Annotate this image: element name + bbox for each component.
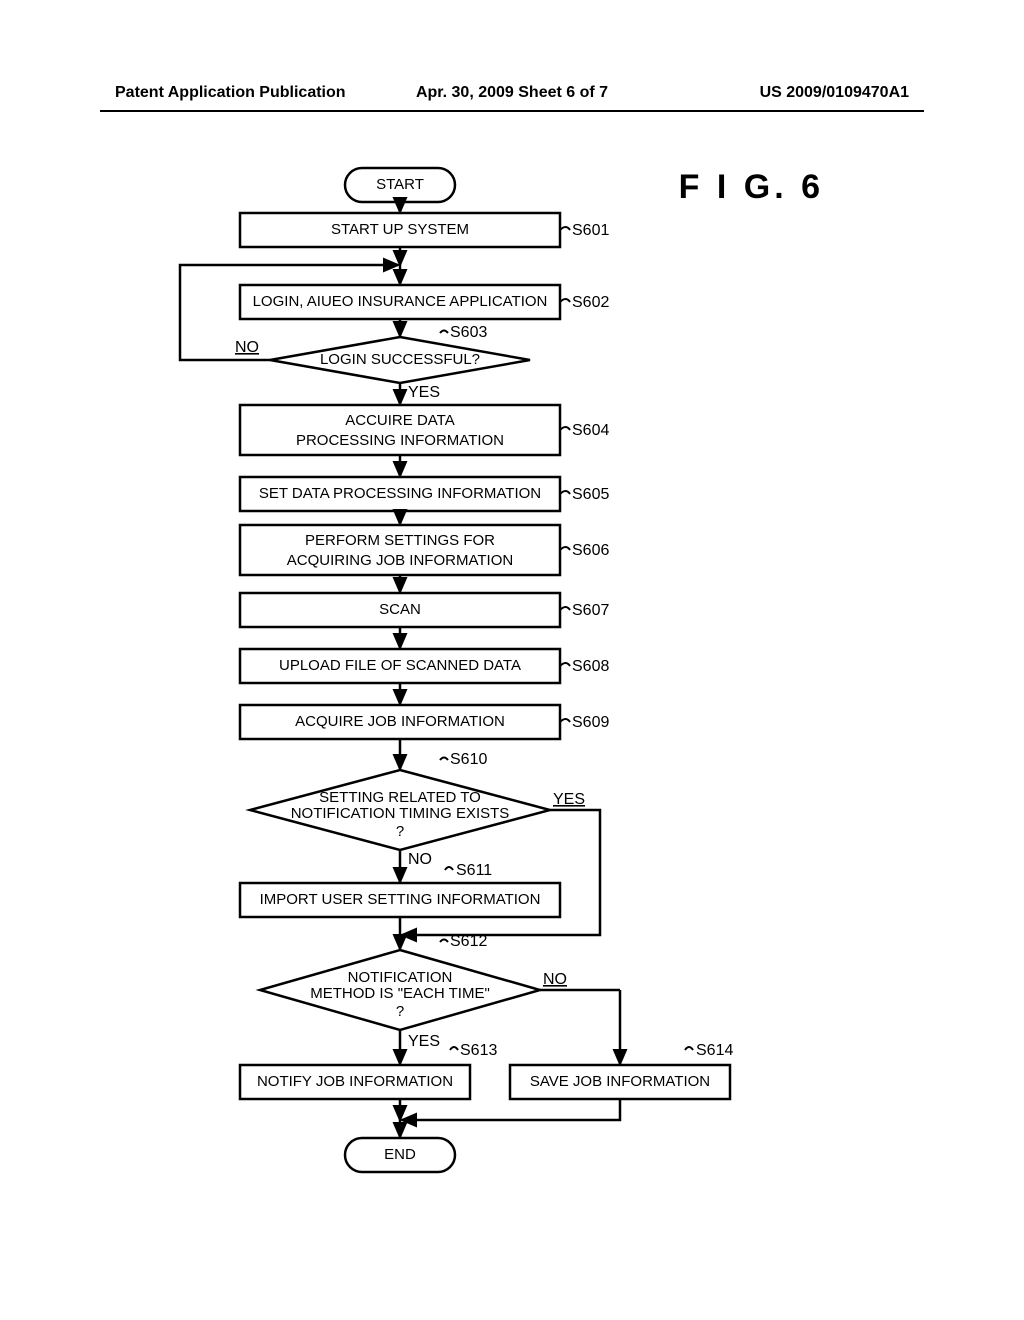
label-s612: S612	[450, 933, 487, 950]
tick-s614	[685, 1047, 693, 1050]
label-s614: S614	[696, 1042, 733, 1059]
tick-s601	[560, 227, 570, 230]
node-s614-text: SAVE JOB INFORMATION	[530, 1073, 710, 1090]
page-header: Patent Application Publication Apr. 30, …	[115, 84, 909, 102]
edge-s614-merge1	[410, 1099, 620, 1120]
tick-s602	[560, 299, 570, 302]
s610-no: NO	[408, 851, 432, 868]
tick-s612	[440, 940, 448, 943]
label-s601: S601	[572, 222, 609, 239]
label-s604: S604	[572, 422, 609, 439]
node-s605-text: SET DATA PROCESSING INFORMATION	[259, 485, 541, 502]
tick-s611	[445, 867, 453, 870]
flowchart: START START UP SYSTEM S601 LOGIN, AIUEO …	[140, 150, 780, 1230]
tick-s606	[560, 547, 570, 550]
label-s603: S603	[450, 324, 487, 341]
label-s608: S608	[572, 658, 609, 675]
node-s606-text2: ACQUIRING JOB INFORMATION	[287, 552, 513, 569]
label-s606: S606	[572, 542, 609, 559]
node-s603-text: LOGIN SUCCESSFUL?	[320, 351, 480, 368]
tick-s605	[560, 491, 570, 494]
label-s602: S602	[572, 294, 609, 311]
s612-yes: YES	[408, 1033, 440, 1050]
tick-s608	[560, 663, 570, 666]
label-s607: S607	[572, 602, 609, 619]
label-s605: S605	[572, 486, 609, 503]
node-s604-text2: PROCESSING INFORMATION	[296, 432, 504, 449]
tick-s610	[440, 758, 448, 761]
node-s612-t2: METHOD IS "EACH TIME"	[310, 985, 490, 1002]
node-end-text: END	[384, 1146, 416, 1163]
node-s607-text: SCAN	[379, 601, 421, 618]
node-start-text: START	[376, 176, 424, 193]
node-s602-text: LOGIN, AIUEO INSURANCE APPLICATION	[253, 293, 548, 310]
node-s608-text: UPLOAD FILE OF SCANNED DATA	[279, 657, 521, 674]
node-s612-t1: NOTIFICATION	[348, 969, 453, 986]
page: Patent Application Publication Apr. 30, …	[0, 0, 1024, 1320]
s612-no: NO	[543, 971, 567, 988]
node-s601-text: START UP SYSTEM	[331, 221, 469, 238]
tick-s607	[560, 607, 570, 610]
node-s604-text1: ACCUIRE DATA	[345, 412, 454, 429]
header-left: Patent Application Publication	[115, 84, 380, 102]
header-right: US 2009/0109470A1	[644, 84, 909, 102]
node-s610-t1: SETTING RELATED TO	[319, 789, 481, 806]
label-s609: S609	[572, 714, 609, 731]
tick-s603	[440, 331, 448, 334]
header-rule	[100, 110, 924, 112]
tick-s609	[560, 719, 570, 722]
node-s611-text: IMPORT USER SETTING INFORMATION	[260, 891, 541, 908]
tick-s604	[560, 427, 570, 430]
label-s610: S610	[450, 751, 487, 768]
tick-s613	[450, 1047, 458, 1050]
s603-no: NO	[235, 339, 259, 356]
node-s610-t3: ?	[396, 823, 404, 840]
header-center: Apr. 30, 2009 Sheet 6 of 7	[380, 84, 645, 102]
s603-yes: YES	[408, 384, 440, 401]
label-s611: S611	[456, 862, 492, 879]
node-s606-text1: PERFORM SETTINGS FOR	[305, 532, 495, 549]
s610-yes: YES	[553, 791, 585, 808]
node-s612-t3: ?	[396, 1003, 404, 1020]
node-s609-text: ACQUIRE JOB INFORMATION	[295, 713, 505, 730]
node-s613-text: NOTIFY JOB INFORMATION	[257, 1073, 453, 1090]
label-s613: S613	[460, 1042, 497, 1059]
node-s610-t2: NOTIFICATION TIMING EXISTS	[291, 805, 510, 822]
